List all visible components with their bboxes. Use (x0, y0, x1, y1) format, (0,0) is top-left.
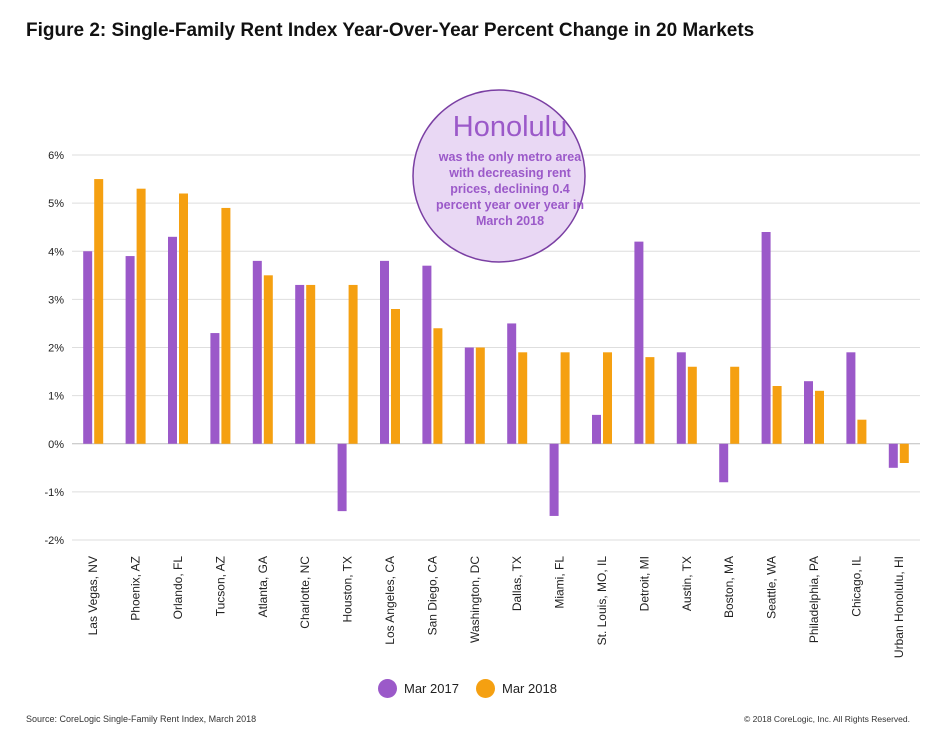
x-category-label: Chicago, IL (849, 556, 863, 617)
x-category-label: Houston, TX (341, 556, 355, 622)
source-note: Source: CoreLogic Single-Family Rent Ind… (26, 714, 257, 724)
callout-heading: Honolulu (453, 111, 567, 143)
bars (83, 179, 909, 516)
bar-mar-2018 (730, 366, 740, 444)
bar-mar-2017 (295, 284, 305, 444)
bar-mar-2017 (337, 443, 347, 512)
bar-mar-2018 (306, 284, 316, 444)
bar-mar-2018 (560, 352, 570, 444)
legend-swatch-mar-2018 (476, 679, 495, 698)
legend-item-mar-2018: Mar 2018 (476, 679, 557, 698)
y-tick-label: -1% (44, 487, 64, 499)
bar-mar-2017 (719, 443, 729, 483)
legend-label-mar-2018: Mar 2018 (502, 681, 557, 696)
callout-line: with decreasing rent (448, 166, 571, 180)
y-tick-label: -2% (44, 535, 64, 547)
x-category-label: Miami, FL (553, 556, 567, 609)
y-tick-label: 0% (48, 439, 64, 451)
x-category-label: Atlanta, GA (256, 556, 270, 617)
bar-mar-2018 (391, 309, 400, 444)
bar-mar-2018 (475, 347, 485, 444)
y-axis-ticks: -2% -1% 0% 1% 2% 3% 4% 5% 6% (44, 150, 64, 547)
bar-mar-2018 (433, 328, 443, 444)
x-axis-categories: Las Vegas, NV Phoenix, AZ Orlando, FL Tucso… (86, 556, 906, 658)
bar-mar-2017 (422, 265, 432, 444)
bar-mar-2017 (888, 443, 898, 468)
y-tick-label: 6% (48, 150, 64, 162)
callout-line: percent year over year in (436, 198, 584, 212)
bar-mar-2018 (772, 386, 782, 444)
x-category-label: Los Angeles, CA (383, 556, 397, 645)
bar-mar-2017 (210, 333, 220, 444)
bar-mar-2018 (815, 390, 824, 444)
x-category-label: Charlotte, NC (298, 556, 312, 629)
bar-mar-2017 (592, 414, 601, 444)
bar-mar-2017 (252, 260, 262, 444)
x-category-label: Philadelphia, PA (807, 556, 821, 643)
x-category-label: Las Vegas, NV (86, 556, 100, 635)
bar-mar-2017 (464, 347, 474, 444)
callout-line: prices, declining 0.4 (450, 182, 570, 196)
bar-mar-2018 (179, 193, 188, 444)
bar-mar-2017 (676, 352, 686, 444)
bar-mar-2018 (645, 357, 655, 444)
x-category-label: Dallas, TX (510, 556, 524, 611)
x-category-label: Detroit, MI (637, 556, 651, 611)
bar-mar-2018 (94, 179, 104, 444)
bar-mar-2017 (549, 443, 559, 516)
legend-item-mar-2017: Mar 2017 (378, 679, 459, 698)
callout-text: was the only metro area with decreasing r… (436, 150, 584, 228)
callout-line: was the only metro area (438, 150, 582, 164)
x-category-label: Urban Honolulu, HI (892, 556, 906, 658)
bar-mar-2017 (507, 323, 517, 444)
y-tick-label: 3% (48, 294, 64, 306)
bar-mar-2017 (380, 260, 389, 444)
bar-mar-2017 (761, 232, 771, 444)
x-category-label: Orlando, FL (171, 556, 185, 620)
bar-mar-2017 (125, 256, 135, 444)
honolulu-callout: Honolulu was the only metro area with dec… (412, 89, 586, 263)
bar-mar-2018 (857, 419, 867, 444)
x-category-label: Phoenix, AZ (129, 556, 143, 621)
copyright-note: © 2018 CoreLogic, Inc. All Rights Reserv… (744, 714, 910, 724)
bar-mar-2018 (687, 366, 697, 444)
bar-mar-2018 (603, 352, 612, 444)
bar-mar-2018 (899, 443, 909, 463)
legend-swatch-mar-2017 (378, 679, 397, 698)
y-tick-label: 4% (48, 246, 64, 258)
bar-mar-2017 (168, 236, 177, 444)
x-category-label: Seattle, WA (765, 556, 779, 619)
bar-mar-2017 (846, 352, 856, 444)
x-category-label: Austin, TX (680, 556, 694, 611)
callout-line: March 2018 (476, 214, 544, 228)
x-category-label: St. Louis, MO, IL (595, 556, 609, 646)
bar-mar-2018 (221, 207, 231, 444)
legend-label-mar-2017: Mar 2017 (404, 681, 459, 696)
bar-mar-2018 (263, 275, 273, 444)
x-category-label: San Diego, CA (425, 556, 439, 635)
bar-mar-2017 (804, 381, 813, 444)
y-tick-label: 2% (48, 343, 64, 355)
x-category-label: Washington, DC (468, 556, 482, 643)
x-category-label: Tucson, AZ (213, 556, 227, 616)
chart-title: Figure 2: Single-Family Rent Index Year-… (26, 20, 755, 41)
bar-mar-2018 (136, 188, 146, 444)
bar-mar-2018 (348, 284, 358, 444)
x-category-label: Boston, MA (722, 556, 736, 618)
legend: Mar 2017 Mar 2018 (0, 679, 936, 703)
bar-mar-2017 (83, 251, 93, 444)
bar-mar-2018 (518, 352, 528, 444)
y-tick-label: 5% (48, 198, 64, 210)
bar-mar-2017 (634, 241, 644, 444)
y-tick-label: 1% (48, 391, 64, 403)
callout-circle (412, 89, 586, 263)
